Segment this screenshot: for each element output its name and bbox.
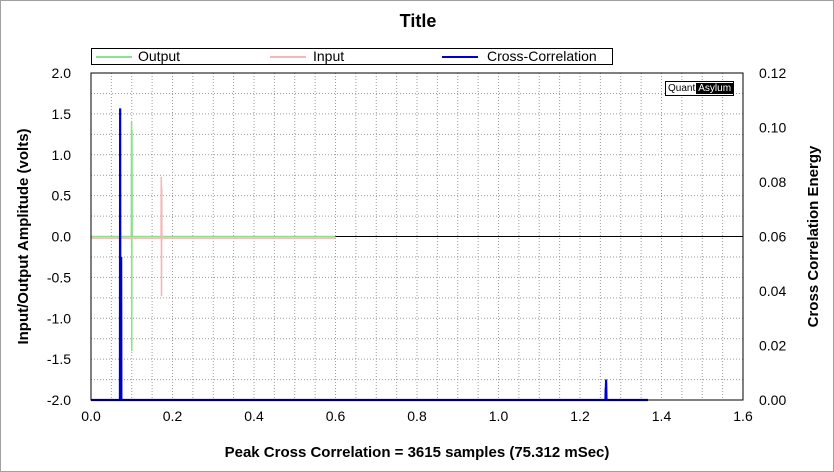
legend-swatch-output: [96, 56, 132, 58]
legend-label-output: Output: [138, 48, 181, 64]
quantasylum-logo: Quant Asylum: [665, 81, 735, 96]
input-trace: [91, 176, 336, 297]
y2-axis-title: Cross Correlation Energy: [805, 145, 822, 327]
x-tick-label: 0.2: [163, 408, 183, 424]
output-trace: [91, 122, 336, 351]
x-tick-label: 1.6: [733, 408, 753, 424]
y2-tick-label: 0.10: [759, 120, 786, 136]
y-tick-label: 1.0: [52, 147, 72, 163]
plot-frame: [90, 72, 744, 401]
x-axis-title: Peak Cross Correlation = 3615 samples (7…: [225, 444, 610, 461]
y2-tick-label: 0.06: [759, 229, 786, 245]
y-tick-label: -1.5: [47, 351, 71, 367]
legend-swatch-cross-correlation: [442, 56, 478, 58]
x-tick-label: 1.0: [489, 408, 509, 424]
y-tick-label: 2.0: [52, 65, 72, 81]
x-tick-label: 1.4: [652, 408, 672, 424]
x-tick-label: 0.6: [326, 408, 346, 424]
y-tick-label: 1.5: [52, 106, 72, 122]
y-tick-label: -1.0: [47, 310, 71, 326]
y2-tick-label: 0.08: [759, 174, 786, 190]
y2-tick-label: 0.02: [759, 338, 786, 354]
x-tick-label: 1.2: [570, 408, 590, 424]
y2-tick-label: 0.00: [759, 392, 786, 408]
y-tick-label: 0.5: [52, 188, 72, 204]
y-tick-label: -0.5: [47, 269, 71, 285]
chart-title: Title: [399, 11, 437, 31]
y-tick-label: 0.0: [52, 229, 72, 245]
logo-part-quant: Quant: [668, 83, 696, 94]
y2-tick-label: 0.04: [759, 283, 786, 299]
legend-label-cross-correlation: Cross-Correlation: [487, 48, 597, 64]
legend-label-input: Input: [313, 48, 345, 64]
x-tick-label: 0.0: [81, 408, 101, 424]
y-tick-label: -2.0: [47, 392, 71, 408]
legend-swatch-input: [270, 56, 306, 58]
legend: Output Input Cross-Correlation: [91, 48, 613, 65]
logo-part-asylum: Asylum: [696, 83, 734, 94]
x-tick-label: 0.4: [244, 408, 264, 424]
y2-tick-label: 0.12: [759, 65, 786, 81]
y-axis-title: Input/Output Amplitude (volts): [15, 128, 32, 344]
x-tick-label: 0.8: [407, 408, 427, 424]
